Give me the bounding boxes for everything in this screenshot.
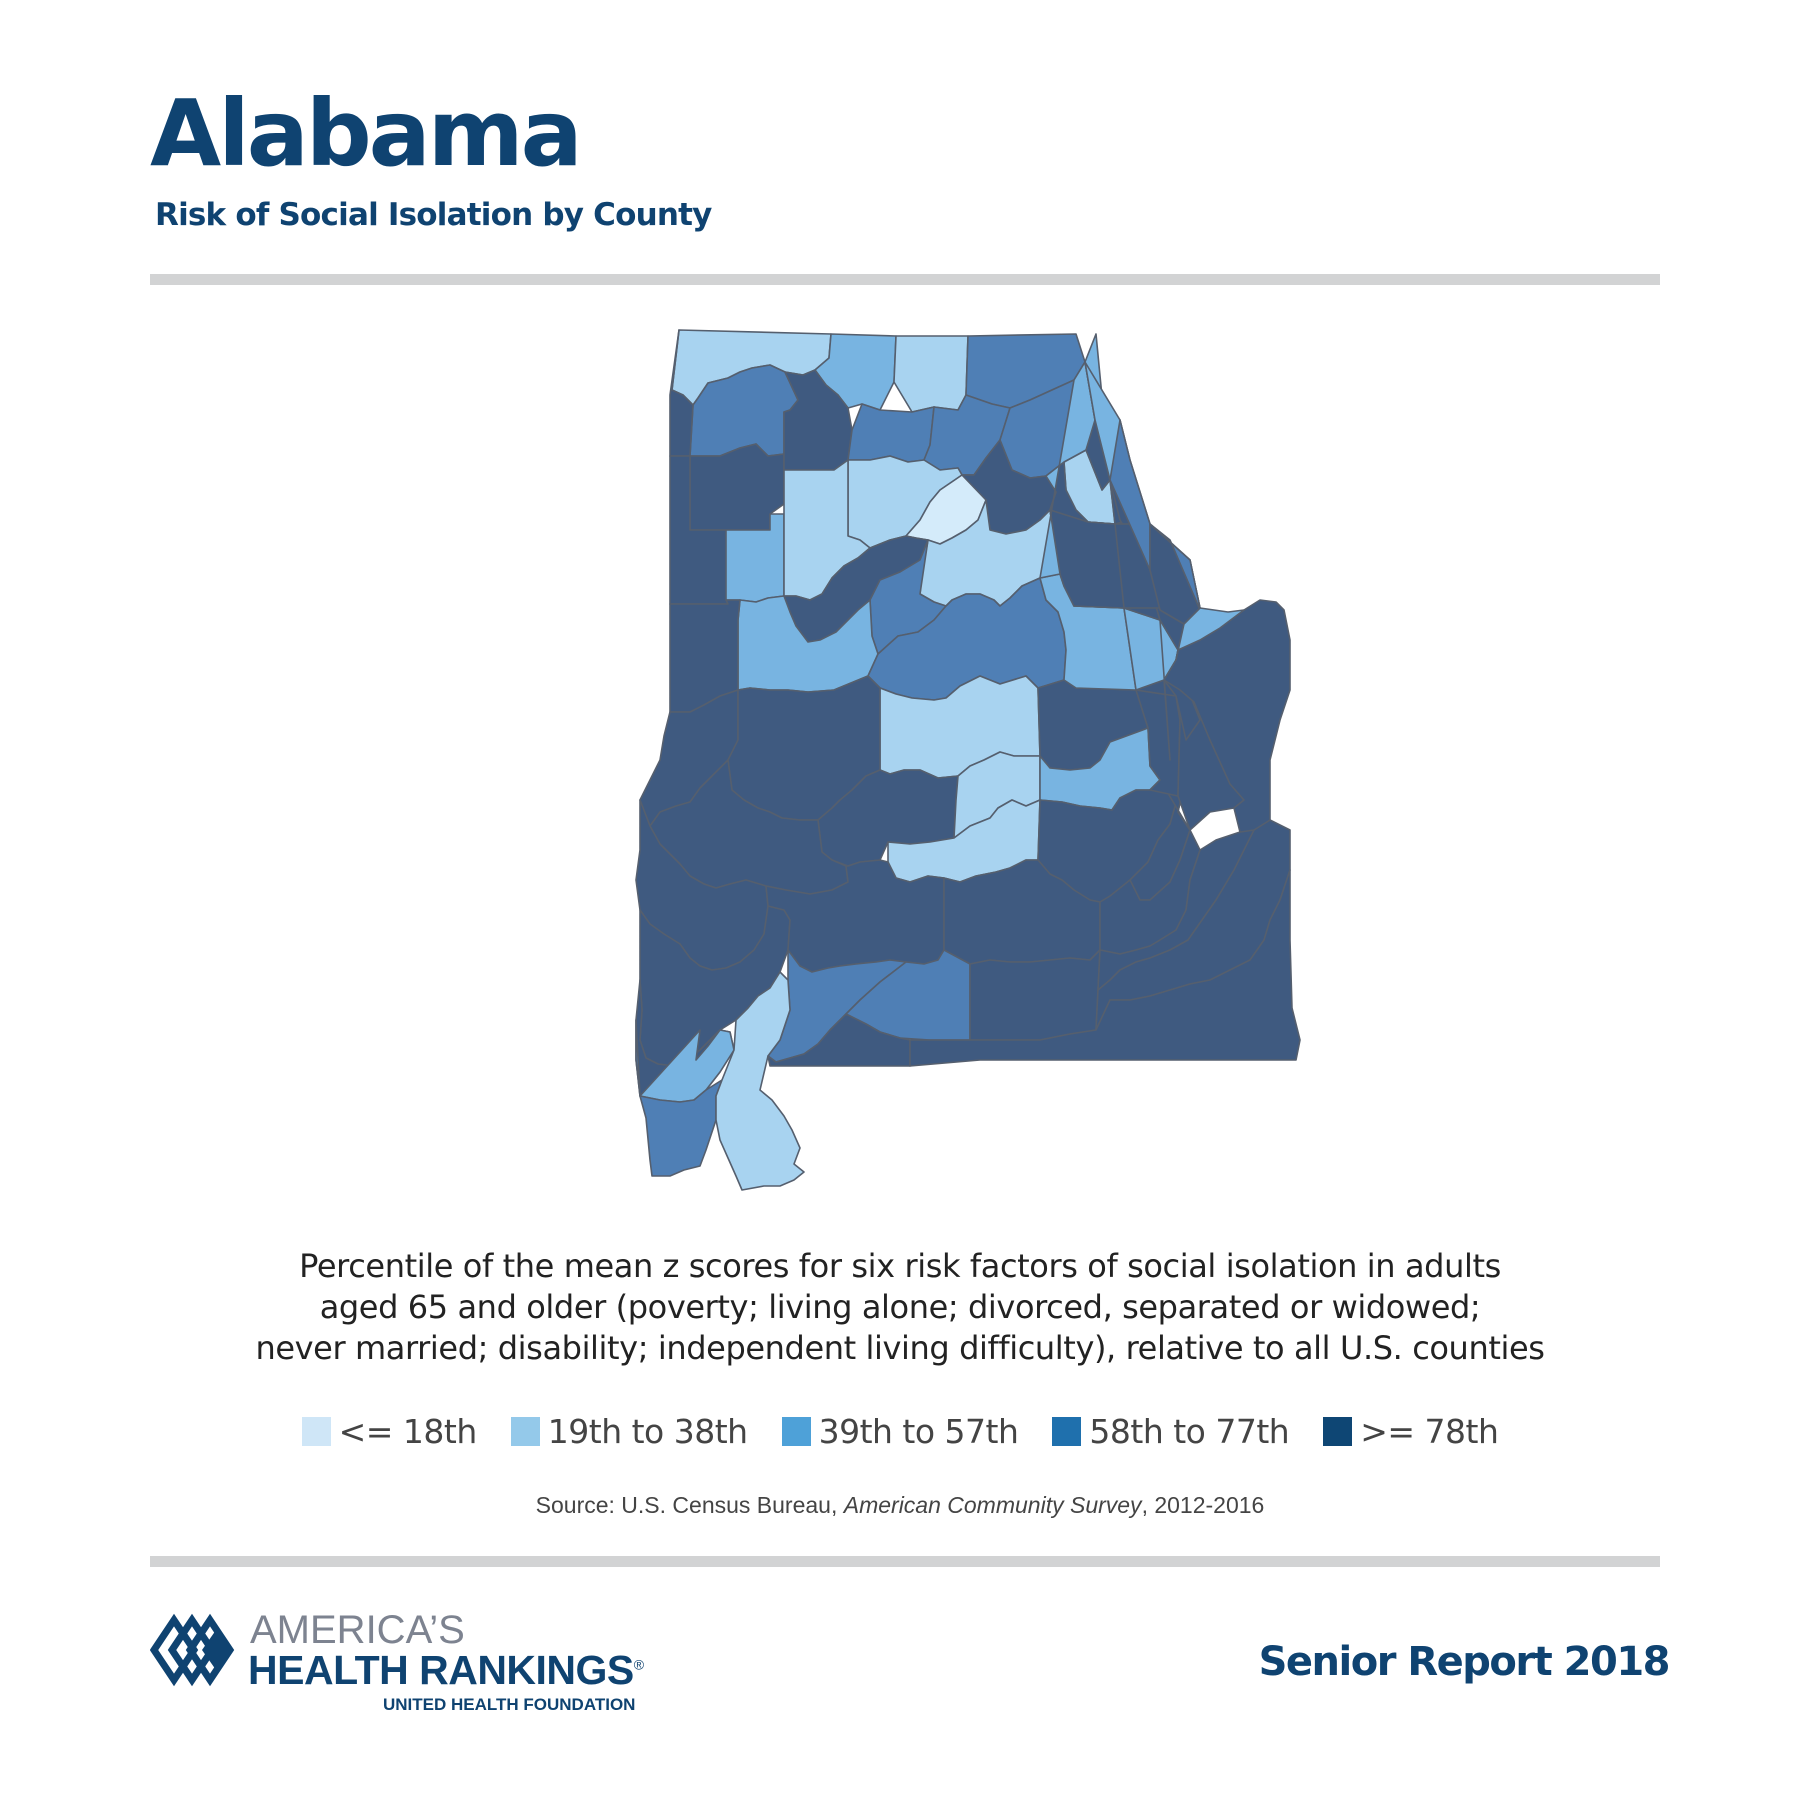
report-title: Senior Report 2018 xyxy=(1258,1639,1671,1685)
legend-item-39-57: 39th to 57th xyxy=(781,1412,1019,1451)
page-title: Alabama xyxy=(150,80,583,187)
americas-health-rankings-logo: AMERICA’S HEALTH RANKINGS® UNITED HEALTH… xyxy=(150,1606,670,1716)
map-description: Percentile of the mean z scores for six … xyxy=(200,1246,1600,1369)
page-subtitle: Risk of Social Isolation by County xyxy=(155,197,712,233)
source-note: Source: U.S. Census Bureau, American Com… xyxy=(0,1492,1800,1519)
legend-item-ge-78: >= 78th xyxy=(1323,1412,1499,1451)
county-region xyxy=(715,971,805,1191)
description-line-3: never married; disability; independent l… xyxy=(255,1329,1545,1367)
source-publication: American Community Survey xyxy=(843,1492,1142,1518)
county-region xyxy=(1175,607,1245,661)
legend-item-le-18: <= 18th xyxy=(301,1412,478,1451)
description-line-1: Percentile of the mean z scores for six … xyxy=(299,1247,1501,1285)
legend-label: 58th to 77th xyxy=(1089,1412,1290,1451)
registered-mark: ® xyxy=(633,1656,644,1673)
county-region xyxy=(909,869,1301,1067)
map-legend: <= 18th 19th to 38th 39th to 57th 58th t… xyxy=(0,1412,1800,1451)
diamond-logo-icon xyxy=(150,1613,235,1687)
logo-line-health-rankings: HEALTH RANKINGS® xyxy=(248,1650,644,1691)
county-region xyxy=(669,329,694,457)
county-region xyxy=(893,335,969,413)
top-divider xyxy=(150,274,1660,285)
county-region xyxy=(969,949,1101,1041)
logo-line-united-health-foundation: UNITED HEALTH FOUNDATION xyxy=(383,1695,636,1714)
logo-line-americas: AMERICA’S xyxy=(250,1608,465,1652)
county-region xyxy=(845,949,971,1041)
legend-swatch xyxy=(510,1417,540,1446)
source-prefix: Source: U.S. Census Bureau, xyxy=(535,1492,844,1518)
county-region xyxy=(847,403,935,463)
county-region xyxy=(767,1013,911,1067)
legend-swatch xyxy=(301,1417,331,1446)
source-suffix: , 2012-2016 xyxy=(1141,1492,1265,1518)
legend-label: 19th to 38th xyxy=(547,1412,748,1451)
legend-swatch xyxy=(1052,1417,1082,1446)
legend-swatch xyxy=(781,1417,811,1446)
legend-item-58-77: 58th to 77th xyxy=(1052,1412,1290,1451)
legend-label: >= 78th xyxy=(1360,1412,1499,1451)
legend-label: <= 18th xyxy=(338,1412,478,1451)
legend-item-19-38: 19th to 38th xyxy=(510,1412,748,1451)
logo-health-rankings-text: HEALTH RANKINGS xyxy=(248,1647,634,1693)
description-line-2: aged 65 and older (poverty; living alone… xyxy=(319,1288,1481,1326)
bottom-divider xyxy=(150,1556,1660,1567)
legend-swatch xyxy=(1323,1417,1353,1446)
legend-label: 39th to 57th xyxy=(818,1412,1019,1451)
